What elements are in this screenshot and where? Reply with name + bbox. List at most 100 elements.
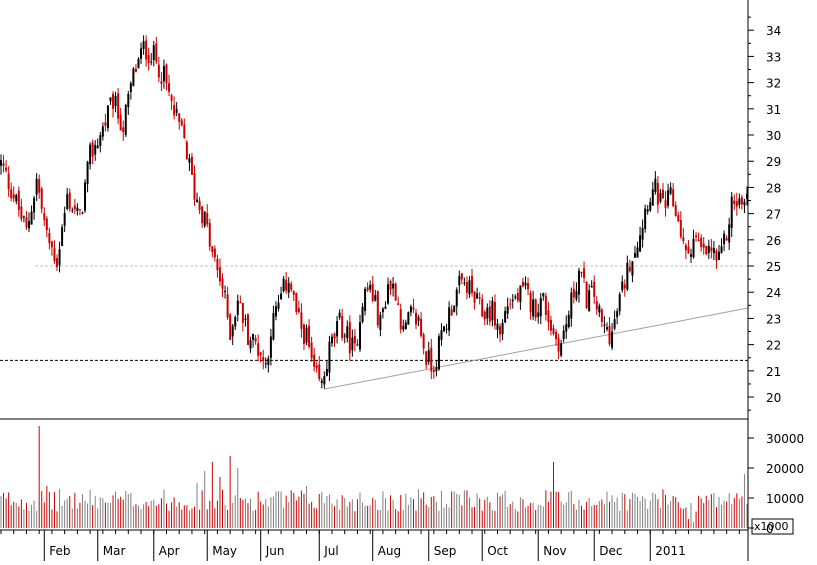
candle-body <box>25 217 28 228</box>
candle-body <box>427 350 430 363</box>
candle-body <box>504 311 507 323</box>
candle-body <box>58 249 61 266</box>
candle-body <box>134 68 137 72</box>
candle-body <box>379 314 382 330</box>
candle-body <box>28 221 31 229</box>
candle-body <box>300 312 303 329</box>
candle-body <box>5 167 8 171</box>
candle-body <box>407 312 410 325</box>
candle-body <box>127 93 130 108</box>
candle-body <box>384 306 387 309</box>
candle-body <box>565 324 568 332</box>
candle-body <box>702 243 705 248</box>
candle-body <box>633 253 636 258</box>
candle-body <box>302 324 305 344</box>
candle-body <box>603 324 606 326</box>
candle-body <box>246 314 249 345</box>
candle-body <box>323 376 326 385</box>
candle-body <box>318 364 321 379</box>
candle-body <box>437 336 440 370</box>
candle-body <box>122 127 125 133</box>
candle-body <box>315 365 318 369</box>
candle-body <box>224 290 227 293</box>
candle-body <box>239 302 242 304</box>
candle-body <box>572 288 575 298</box>
candle-body <box>463 282 466 284</box>
candle-body <box>292 291 295 295</box>
candle-body <box>639 235 642 252</box>
candle-body <box>544 295 547 315</box>
candle-body <box>328 341 331 373</box>
candle-body <box>552 328 555 334</box>
price-tick-label: 25 <box>766 260 781 274</box>
candle-body <box>689 254 692 257</box>
candle-body <box>656 182 659 205</box>
candle-body <box>114 95 117 107</box>
volume-unit-label: x1000 <box>754 520 789 533</box>
candle-body <box>476 293 479 299</box>
candle-body <box>346 326 349 339</box>
candle-body <box>394 283 397 301</box>
candle-body <box>374 295 377 301</box>
candle-body <box>89 144 92 165</box>
candle-body <box>705 245 708 255</box>
candle-body <box>45 218 48 231</box>
candle-body <box>389 281 392 290</box>
volume-unit-box <box>751 518 794 535</box>
month-label: Dec <box>599 544 622 558</box>
candle-body <box>99 135 102 146</box>
month-label: Apr <box>159 544 180 558</box>
candle-body <box>549 319 552 331</box>
candle-body <box>160 81 163 84</box>
candle-body <box>338 312 341 318</box>
candle-body <box>404 322 407 329</box>
candle-body <box>66 194 69 210</box>
price-tick-label: 27 <box>766 208 781 222</box>
candle-body <box>249 340 252 349</box>
candle-body <box>725 238 728 241</box>
candle-body <box>190 156 193 175</box>
candle-body <box>608 325 611 344</box>
candle-body <box>641 228 644 240</box>
candle-body <box>343 335 346 337</box>
candle-body <box>415 312 418 325</box>
candle-body <box>628 267 631 272</box>
candle-body <box>277 302 280 309</box>
candle-body <box>325 368 328 376</box>
candle-body <box>679 219 682 238</box>
candle-body <box>272 313 275 340</box>
candle-body <box>101 126 104 137</box>
candle-body <box>567 314 570 328</box>
price-tick-label: 28 <box>766 181 781 195</box>
candle-body <box>486 307 489 319</box>
candle-body <box>10 189 13 199</box>
candle-body <box>529 292 532 312</box>
candle-body <box>241 302 244 323</box>
candle-body <box>150 61 153 63</box>
candle-body <box>585 281 588 308</box>
candle-body <box>193 172 196 200</box>
candle-body <box>651 189 654 206</box>
candle-body <box>348 321 351 354</box>
candle-body <box>244 318 247 320</box>
candle-body <box>208 223 211 247</box>
candle-body <box>682 237 685 241</box>
candle-body <box>12 194 15 199</box>
candle-body <box>397 303 400 306</box>
candle-body <box>453 305 456 313</box>
price-tick-label: 29 <box>766 155 781 169</box>
candle-body <box>206 213 209 225</box>
candle-body <box>119 114 122 131</box>
candle-body <box>623 284 626 289</box>
price-tick-label: 23 <box>766 312 781 326</box>
candle-body <box>570 292 573 319</box>
candle-body <box>290 283 293 290</box>
candle-body <box>537 312 540 317</box>
candle-body <box>519 285 522 303</box>
price-tick-label: 21 <box>766 365 781 379</box>
candle-body <box>516 292 519 301</box>
candle-body <box>53 247 56 261</box>
candle-body <box>295 292 298 312</box>
candle-body <box>40 188 43 209</box>
